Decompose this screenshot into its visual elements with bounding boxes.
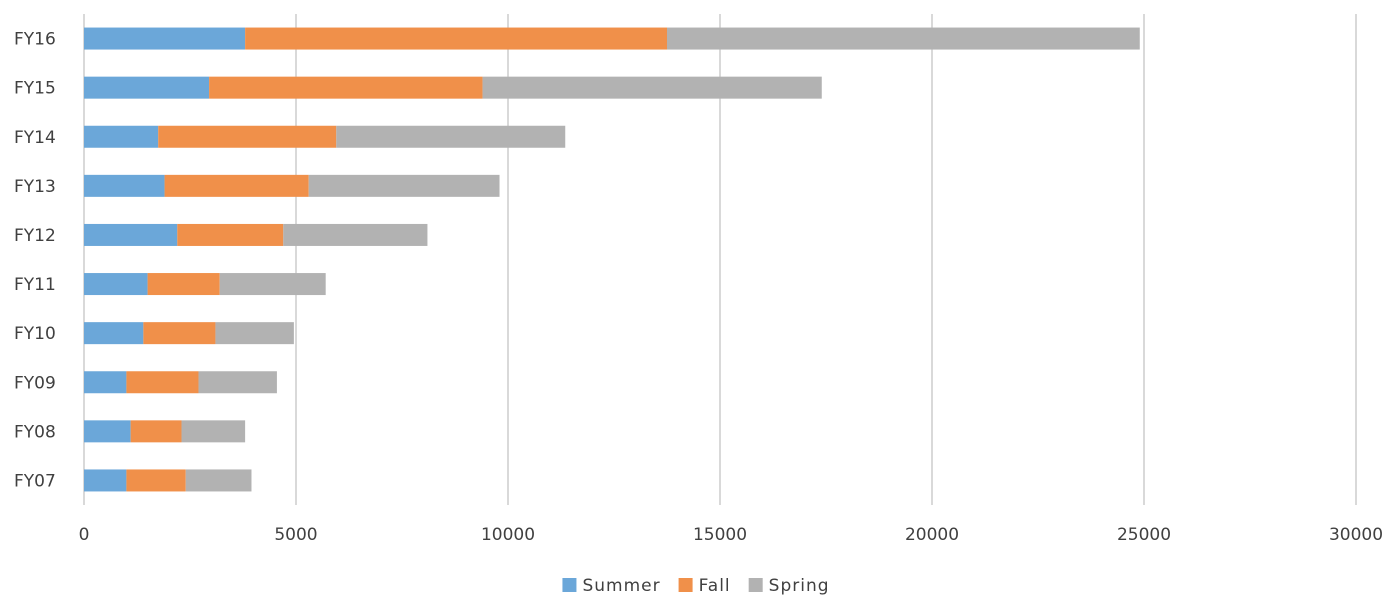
x-tick-label: 0: [79, 525, 90, 545]
x-tick-label: 5000: [274, 525, 317, 545]
category-label: FY15: [14, 79, 56, 99]
category-label: FY08: [14, 422, 56, 442]
bar-summer-fy11: [84, 273, 148, 296]
bar-spring-fy10: [215, 322, 294, 345]
category-label: FY09: [14, 373, 56, 393]
bar-summer-fy16: [84, 27, 246, 50]
category-label: FY07: [14, 471, 56, 491]
bar-summer-fy09: [84, 371, 127, 394]
category-label: FY13: [14, 177, 56, 197]
bar-summer-fy07: [84, 469, 127, 492]
x-tick-label: 25000: [1117, 525, 1171, 545]
bar-spring-fy07: [185, 469, 252, 492]
legend: Summer Fall Spring: [562, 576, 829, 596]
bar-spring-fy16: [667, 27, 1140, 50]
bar-summer-fy15: [84, 76, 210, 99]
legend-swatch-fall: [678, 578, 693, 592]
category-label: FY11: [14, 275, 56, 295]
category-label: FY16: [14, 30, 56, 50]
category-label: FY14: [14, 128, 56, 148]
x-tick-label: 10000: [481, 525, 535, 545]
bar-fall-fy16: [245, 27, 667, 50]
bar-fall-fy12: [177, 223, 284, 246]
x-tick-labels: 0 5000 10000 15000 20000 25000 30000: [79, 525, 1383, 545]
bar-fall-fy10: [143, 322, 216, 345]
category-labels: FY16 FY15 FY14 FY13 FY12 FY11 FY10 FY09 FY08 FY07: [14, 30, 56, 492]
bar-spring-fy08: [181, 420, 246, 443]
bar-summer-fy12: [84, 223, 178, 246]
bar-fall-fy15: [209, 76, 483, 99]
bar-fall-fy07: [126, 469, 186, 492]
bar-summer-fy10: [84, 322, 144, 345]
bar-spring-fy14: [336, 125, 566, 148]
legend-label-fall: Fall: [699, 576, 731, 596]
x-tick-label: 15000: [693, 525, 747, 545]
bar-spring-fy12: [283, 223, 428, 246]
bar-fall-fy08: [130, 420, 182, 443]
legend-swatch-summer: [562, 578, 577, 592]
bar-summer-fy08: [84, 420, 131, 443]
bar-fall-fy09: [126, 371, 199, 394]
bar-spring-fy13: [308, 174, 500, 197]
bar-fall-fy11: [147, 273, 220, 296]
bars: [84, 27, 1140, 492]
legend-swatch-spring: [748, 578, 763, 592]
x-tick-label: 20000: [905, 525, 959, 545]
bar-spring-fy15: [482, 76, 822, 99]
bar-fall-fy13: [164, 174, 309, 197]
bar-summer-fy13: [84, 174, 165, 197]
x-tick-label: 30000: [1329, 525, 1383, 545]
bar-spring-fy11: [219, 273, 326, 296]
legend-label-spring: Spring: [769, 576, 830, 596]
category-label: FY12: [14, 226, 56, 246]
bar-summer-fy14: [84, 125, 159, 148]
bar-fall-fy14: [158, 125, 337, 148]
bar-spring-fy09: [198, 371, 277, 394]
legend-label-summer: Summer: [582, 576, 660, 596]
category-label: FY10: [14, 324, 56, 344]
